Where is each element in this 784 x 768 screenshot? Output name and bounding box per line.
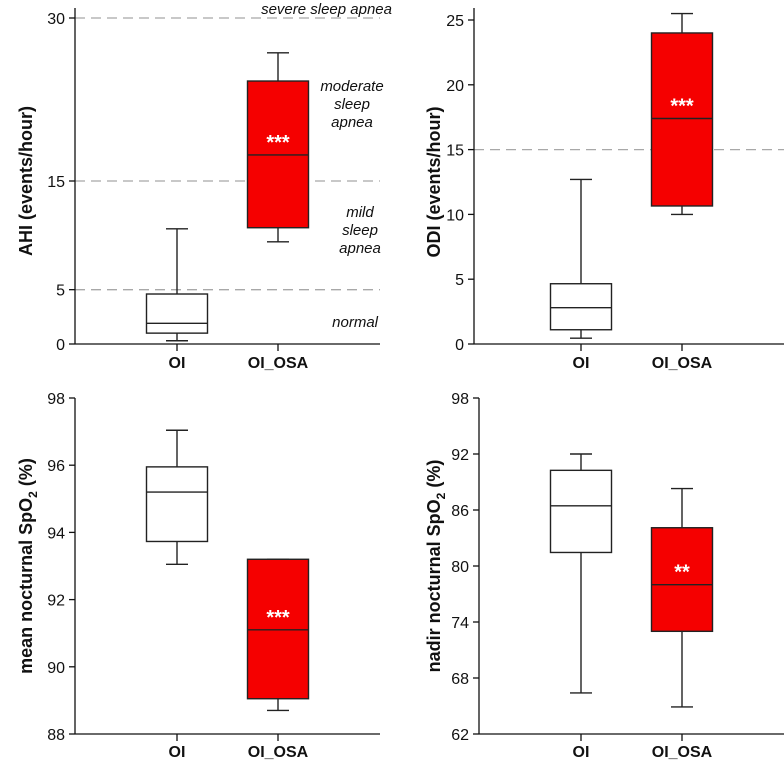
box-oi-osa: ***	[246, 558, 310, 712]
x-tick-label: OI_OSA	[248, 355, 309, 372]
x-tick-label: OI	[169, 355, 186, 372]
y-tick-label: 86	[451, 503, 469, 520]
annotation-mild: sleep	[342, 222, 378, 239]
box-oi-osa: ***	[650, 12, 714, 216]
y-tick-label: 20	[446, 78, 464, 95]
y-axis-label: AHI (events/hour)	[16, 106, 36, 256]
iqr-box	[145, 293, 209, 334]
iqr-box	[549, 283, 613, 331]
iqr-box	[145, 466, 209, 543]
y-tick-label: 74	[451, 615, 469, 632]
y-tick-label: 98	[451, 391, 469, 408]
y-tick-label: 30	[47, 11, 65, 28]
y-tick-label: 96	[47, 458, 65, 475]
y-axis-label-main: nadir nocturnal SpO	[424, 499, 444, 672]
x-tick-label: OI	[169, 744, 186, 761]
y-tick-label: 98	[47, 391, 65, 408]
y-tick-label: 88	[47, 727, 65, 744]
iqr-box	[650, 32, 714, 207]
y-axis-label-main: mean nocturnal SpO	[16, 498, 36, 674]
significance-marker: ***	[670, 95, 694, 117]
annotation-mild: apnea	[339, 240, 381, 257]
y-tick-label: 90	[47, 660, 65, 677]
annotation-mild: mild	[346, 204, 374, 221]
y-tick-label: 62	[451, 727, 469, 744]
y-axis-label-unit: (%)	[424, 460, 444, 493]
significance-marker: **	[674, 562, 690, 584]
x-tick-label: OI	[573, 355, 590, 372]
significance-marker: ***	[266, 132, 290, 154]
x-tick-label: OI_OSA	[248, 744, 309, 761]
y-axis-label-subscript: 2	[434, 492, 448, 499]
annotation-moderate: apnea	[331, 114, 373, 131]
y-tick-label: 92	[47, 593, 65, 610]
y-axis-label-subscript: 2	[26, 491, 40, 498]
x-tick-label: OI_OSA	[652, 744, 713, 761]
y-tick-label: 0	[56, 337, 65, 354]
y-tick-label: 15	[47, 174, 65, 191]
y-axis-label: ODI (events/hour)	[424, 106, 444, 257]
box-oi-osa: ***	[246, 52, 310, 243]
box-oi	[145, 429, 209, 566]
y-tick-label: 0	[455, 337, 464, 354]
iqr-box	[650, 527, 714, 633]
y-axis-label-unit: (%)	[16, 458, 36, 491]
y-tick-label: 92	[451, 447, 469, 464]
y-tick-label: 94	[47, 525, 65, 542]
annotation-moderate: moderate	[320, 78, 383, 95]
box-oi-osa: **	[650, 487, 714, 708]
annotation-normal: normal	[332, 314, 379, 331]
y-tick-label: 68	[451, 671, 469, 688]
y-tick-label: 5	[56, 283, 65, 300]
x-tick-label: OI_OSA	[652, 355, 713, 372]
y-tick-label: 5	[455, 272, 464, 289]
panel-2: 0 5 10 15 20 25 OI OI_OSA ODI (events/hour) ***	[424, 8, 784, 372]
y-tick-label: 15	[446, 143, 464, 160]
y-tick-label: 80	[451, 559, 469, 576]
iqr-box	[549, 469, 613, 554]
significance-marker: ***	[266, 607, 290, 629]
panel-1: 0 5 15 30 OI OI_OSA AHI (events/hour) *** severe…	[16, 1, 392, 372]
x-tick-label: OI	[573, 744, 590, 761]
box-oi	[145, 228, 209, 342]
box-oi	[549, 178, 613, 339]
annotation-severe: severe sleep apnea	[261, 1, 392, 18]
y-axis-label: mean nocturnal SpO2 (%)	[16, 458, 40, 674]
y-tick-label: 10	[446, 207, 464, 224]
y-axis-label: nadir nocturnal SpO2 (%)	[424, 460, 448, 673]
panel-3: 88 90 92 94 96 98 OI OI_OSA mean nocturnal SpO2 …	[16, 391, 380, 761]
annotation-moderate: sleep	[334, 96, 370, 113]
panel-4: 62 68 74 80 86 92 98 OI OI_OSA nadir nocturnal Sp…	[424, 391, 784, 761]
y-tick-label: 25	[446, 13, 464, 30]
iqr-box	[246, 558, 310, 700]
box-oi	[549, 453, 613, 694]
